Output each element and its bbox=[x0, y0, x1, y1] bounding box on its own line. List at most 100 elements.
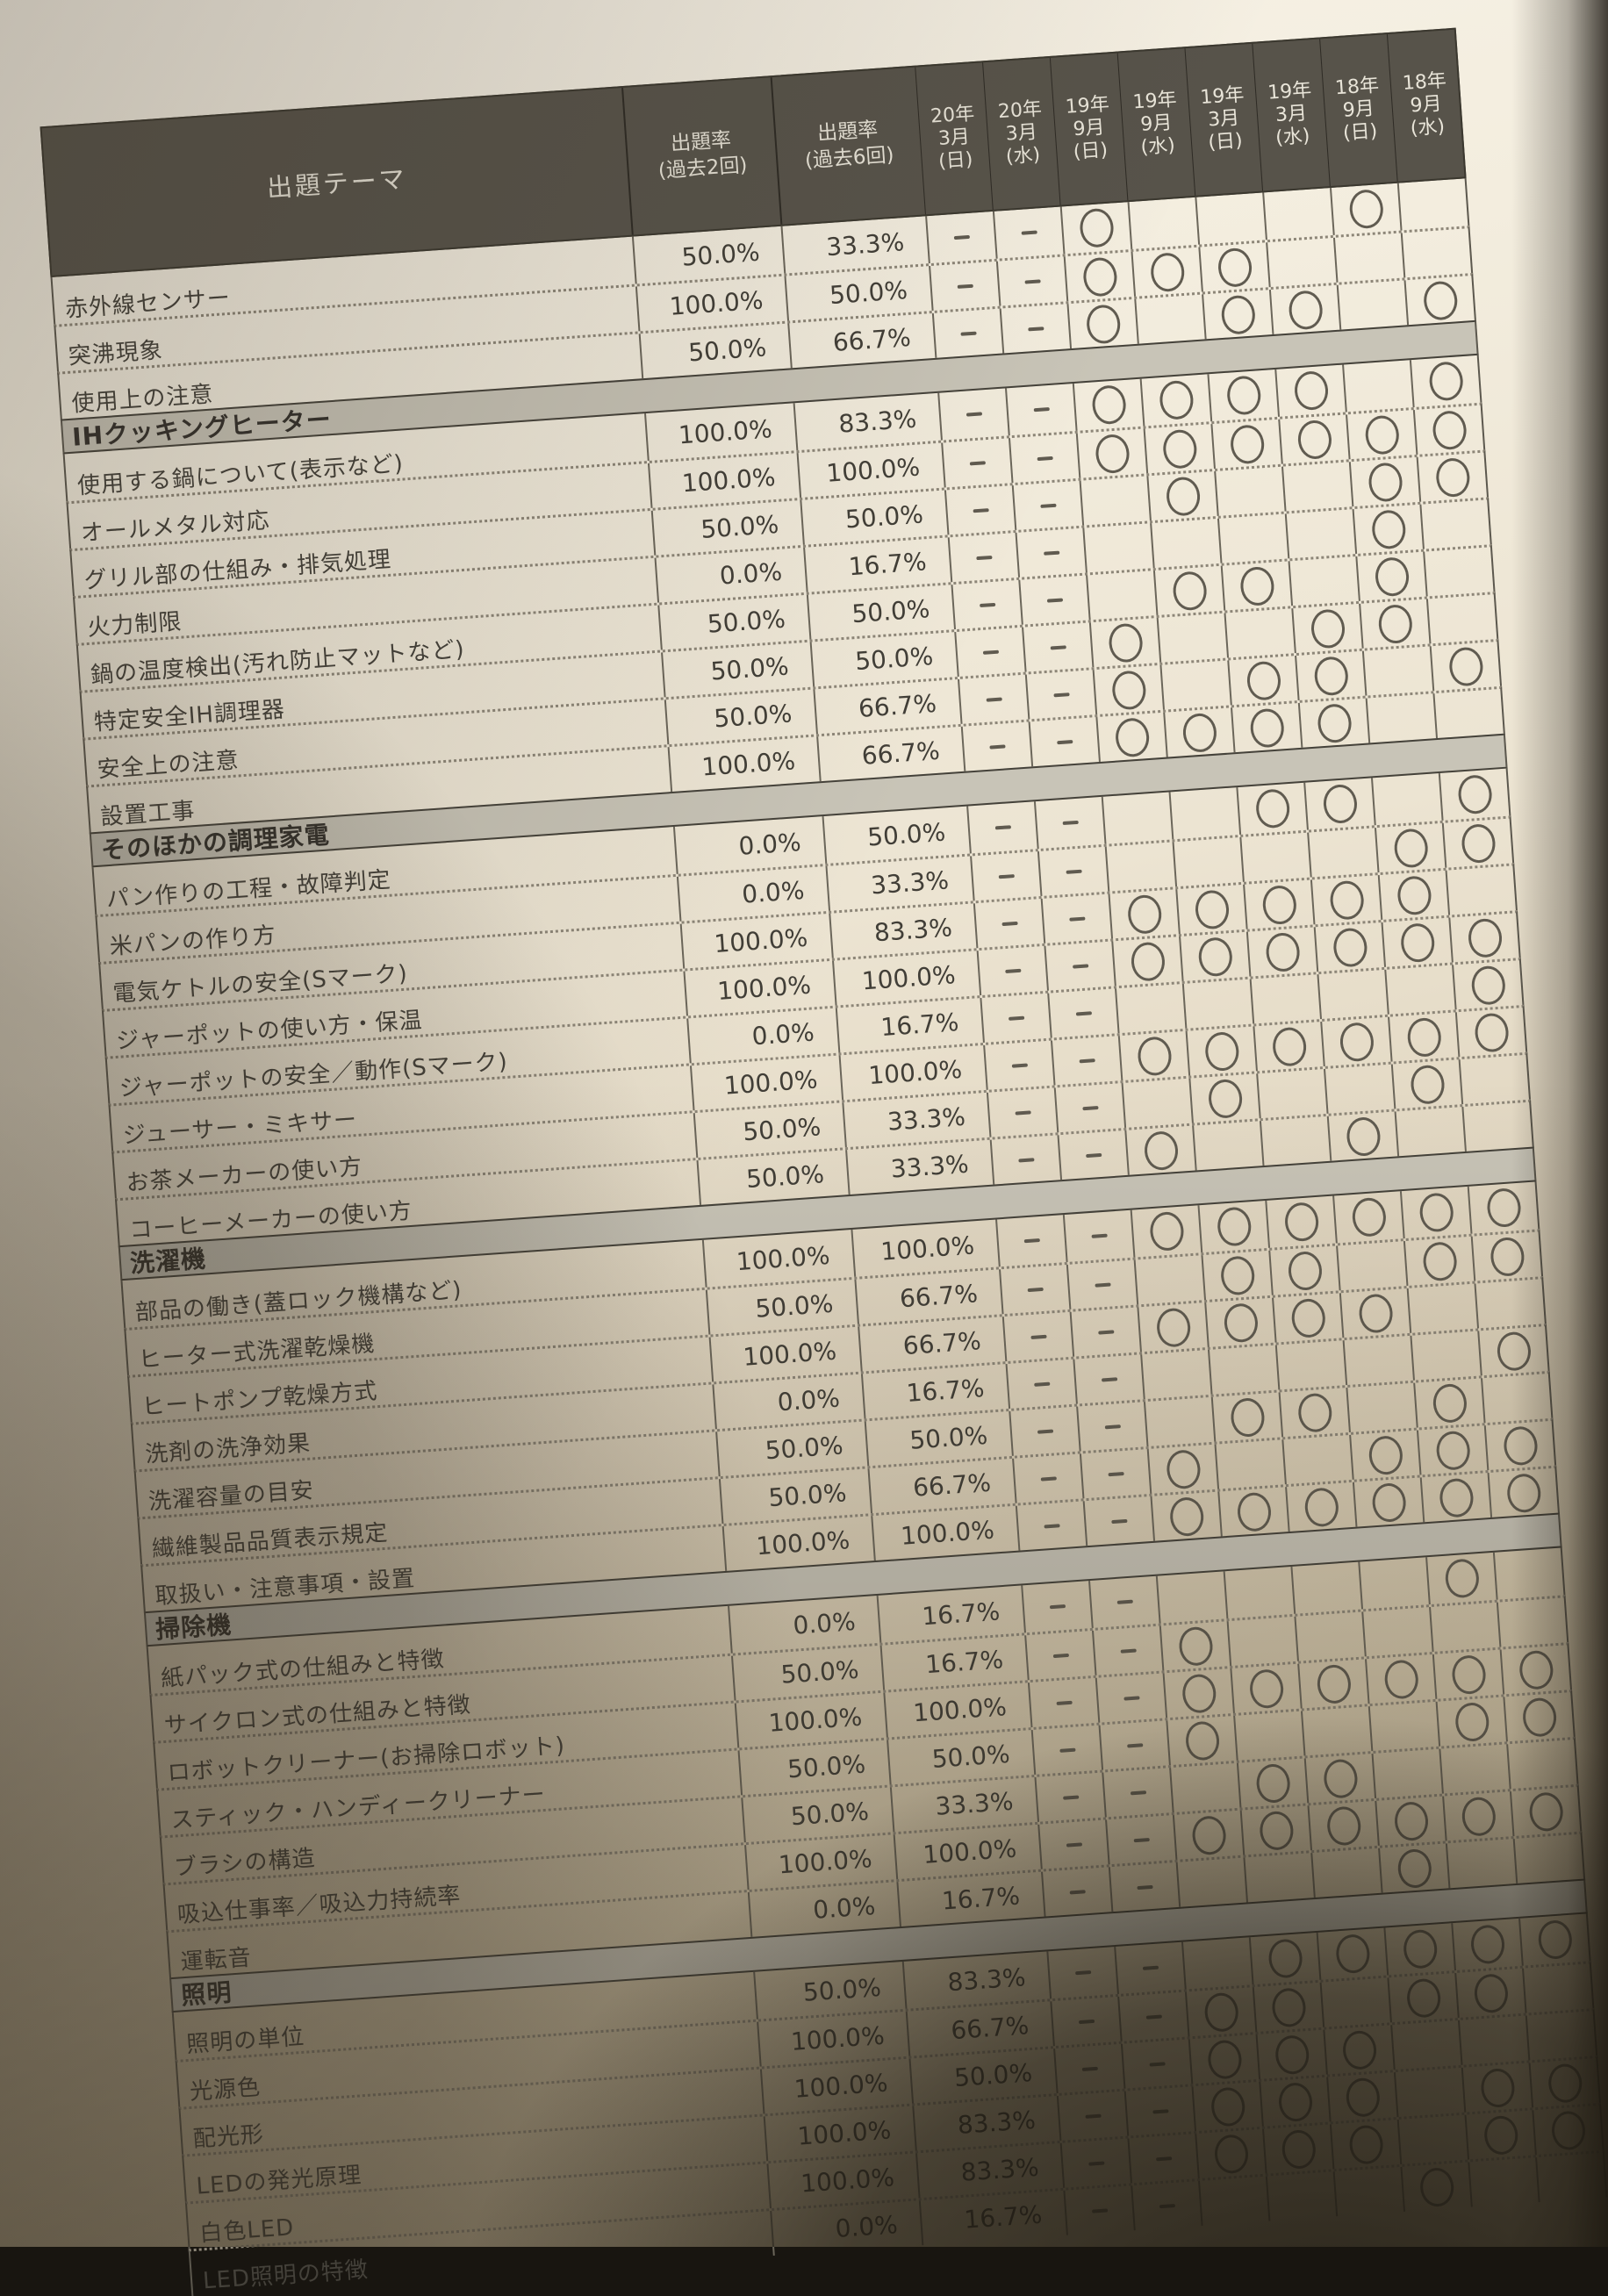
rate-value: 16.7% bbox=[847, 547, 928, 582]
mark-cell bbox=[1088, 618, 1160, 668]
mark-cell bbox=[954, 627, 1025, 678]
mark-circle bbox=[1393, 1800, 1429, 1841]
mark-cell bbox=[1121, 1078, 1192, 1129]
mark-circle bbox=[1196, 936, 1233, 978]
rate-value: 50.0% bbox=[700, 509, 780, 544]
mark-cell bbox=[1123, 2086, 1195, 2136]
mark-cell bbox=[1227, 656, 1298, 706]
mark-circle bbox=[1382, 1658, 1419, 1700]
mark-circle bbox=[1332, 926, 1368, 968]
mark-dash bbox=[1037, 456, 1053, 461]
mark-circle bbox=[1309, 607, 1346, 649]
mark-dash bbox=[1023, 278, 1041, 284]
mark-cell bbox=[1181, 979, 1253, 1029]
mark-cell bbox=[1015, 527, 1086, 578]
mark-circle bbox=[1434, 1430, 1471, 1471]
mark-circle bbox=[1431, 1382, 1468, 1424]
rate-value: 83.3% bbox=[837, 404, 918, 439]
mark-circle bbox=[1110, 669, 1147, 711]
mark-circle bbox=[1405, 1977, 1442, 2019]
mark-circle bbox=[1472, 1972, 1509, 2014]
mark-circle bbox=[1235, 1491, 1272, 1532]
mark-cell bbox=[1290, 1561, 1362, 1614]
mark-cell bbox=[1274, 1340, 1346, 1390]
mark-dash bbox=[1091, 2207, 1108, 2213]
mark-cell bbox=[1419, 1473, 1491, 1523]
mark-circle bbox=[1258, 1810, 1295, 1851]
mark-circle bbox=[1254, 788, 1291, 829]
mark-cell bbox=[1005, 384, 1076, 436]
mark-dash bbox=[1017, 1157, 1034, 1163]
mark-cell bbox=[1169, 1762, 1240, 1813]
mark-dash bbox=[1074, 1970, 1091, 1976]
mark-dash bbox=[1078, 2019, 1095, 2024]
rate-value: 50.0% bbox=[953, 2058, 1034, 2093]
mark-cell bbox=[1461, 2063, 1533, 2113]
mark-circle bbox=[1203, 1030, 1240, 1072]
mark-cell bbox=[1047, 988, 1118, 1038]
mark-circle bbox=[1181, 1672, 1217, 1714]
mark-cell bbox=[992, 206, 1064, 259]
mark-circle bbox=[1217, 247, 1253, 288]
mark-dash bbox=[1033, 407, 1050, 413]
rate-value: 50.0% bbox=[779, 1654, 860, 1690]
mark-cell bbox=[1198, 242, 1269, 292]
topic-label: 配光形 bbox=[191, 2121, 265, 2153]
mark-cell bbox=[1143, 424, 1214, 474]
mark-circle bbox=[1312, 655, 1349, 697]
mark-circle bbox=[1502, 1424, 1539, 1467]
mark-circle bbox=[1143, 1130, 1179, 1171]
mark-cell bbox=[1204, 1297, 1275, 1348]
mark-cell bbox=[1477, 1326, 1548, 1376]
mark-cell bbox=[1239, 1805, 1311, 1855]
mark-dash bbox=[957, 283, 973, 289]
mark-dash bbox=[1126, 1742, 1143, 1748]
mark-dash bbox=[1049, 1604, 1066, 1610]
mark-cell bbox=[1245, 927, 1317, 977]
mark-cell bbox=[1272, 1293, 1343, 1343]
rate-value: 100.0% bbox=[867, 1054, 964, 1091]
mark-cell bbox=[1111, 936, 1182, 987]
mark-cell bbox=[1223, 1567, 1295, 1619]
rate-value: 33.3% bbox=[889, 1149, 970, 1184]
mark-cell bbox=[1412, 405, 1484, 455]
mark-circle bbox=[1376, 603, 1413, 644]
col-header-rate-past6: 出題率 (過去6回) bbox=[770, 67, 925, 225]
mark-circle bbox=[1473, 1011, 1510, 1053]
mark-cell bbox=[1127, 197, 1199, 250]
mark-dash bbox=[1081, 1105, 1099, 1110]
mark-cell bbox=[1217, 1487, 1289, 1537]
mark-cell bbox=[1384, 965, 1455, 1015]
mark-cell bbox=[1236, 782, 1307, 836]
mark-cell bbox=[1454, 1968, 1525, 2018]
mark-cell bbox=[1120, 2039, 1192, 2089]
mark-circle bbox=[1264, 931, 1301, 972]
mark-dash bbox=[969, 460, 986, 465]
rate-value: 50.0% bbox=[706, 604, 786, 639]
mark-cell bbox=[1342, 1335, 1413, 1386]
mark-dash bbox=[1052, 1653, 1069, 1658]
section-title: 照明 bbox=[180, 1977, 233, 2011]
mark-cell bbox=[1310, 875, 1382, 925]
mark-dash bbox=[1021, 230, 1037, 235]
mark-cell bbox=[1492, 1547, 1564, 1600]
rate-value: 50.0% bbox=[754, 1288, 835, 1324]
col-header-date: 19年 9月 (水) bbox=[1116, 48, 1195, 201]
mark-dash bbox=[975, 555, 993, 560]
mark-dash bbox=[1043, 1523, 1060, 1529]
rate-value: 66.7% bbox=[857, 688, 938, 723]
mark-dash bbox=[1104, 1424, 1121, 1429]
rate-value: 50.0% bbox=[930, 1739, 1011, 1775]
rate-value: 50.0% bbox=[745, 1159, 826, 1195]
mark-circle bbox=[1158, 379, 1195, 421]
mark-circle bbox=[1467, 917, 1503, 958]
rate-value: 83.3% bbox=[956, 2105, 1037, 2140]
mark-cell bbox=[995, 1215, 1066, 1267]
mark-cell bbox=[1082, 523, 1153, 573]
mark-cell bbox=[1399, 1186, 1471, 1239]
mark-cell bbox=[1439, 1744, 1510, 1794]
rate-value: 50.0% bbox=[786, 1749, 867, 1784]
mark-cell bbox=[1451, 1918, 1522, 1971]
mark-cell bbox=[1348, 456, 1420, 507]
mark-cell bbox=[1053, 2043, 1124, 2094]
